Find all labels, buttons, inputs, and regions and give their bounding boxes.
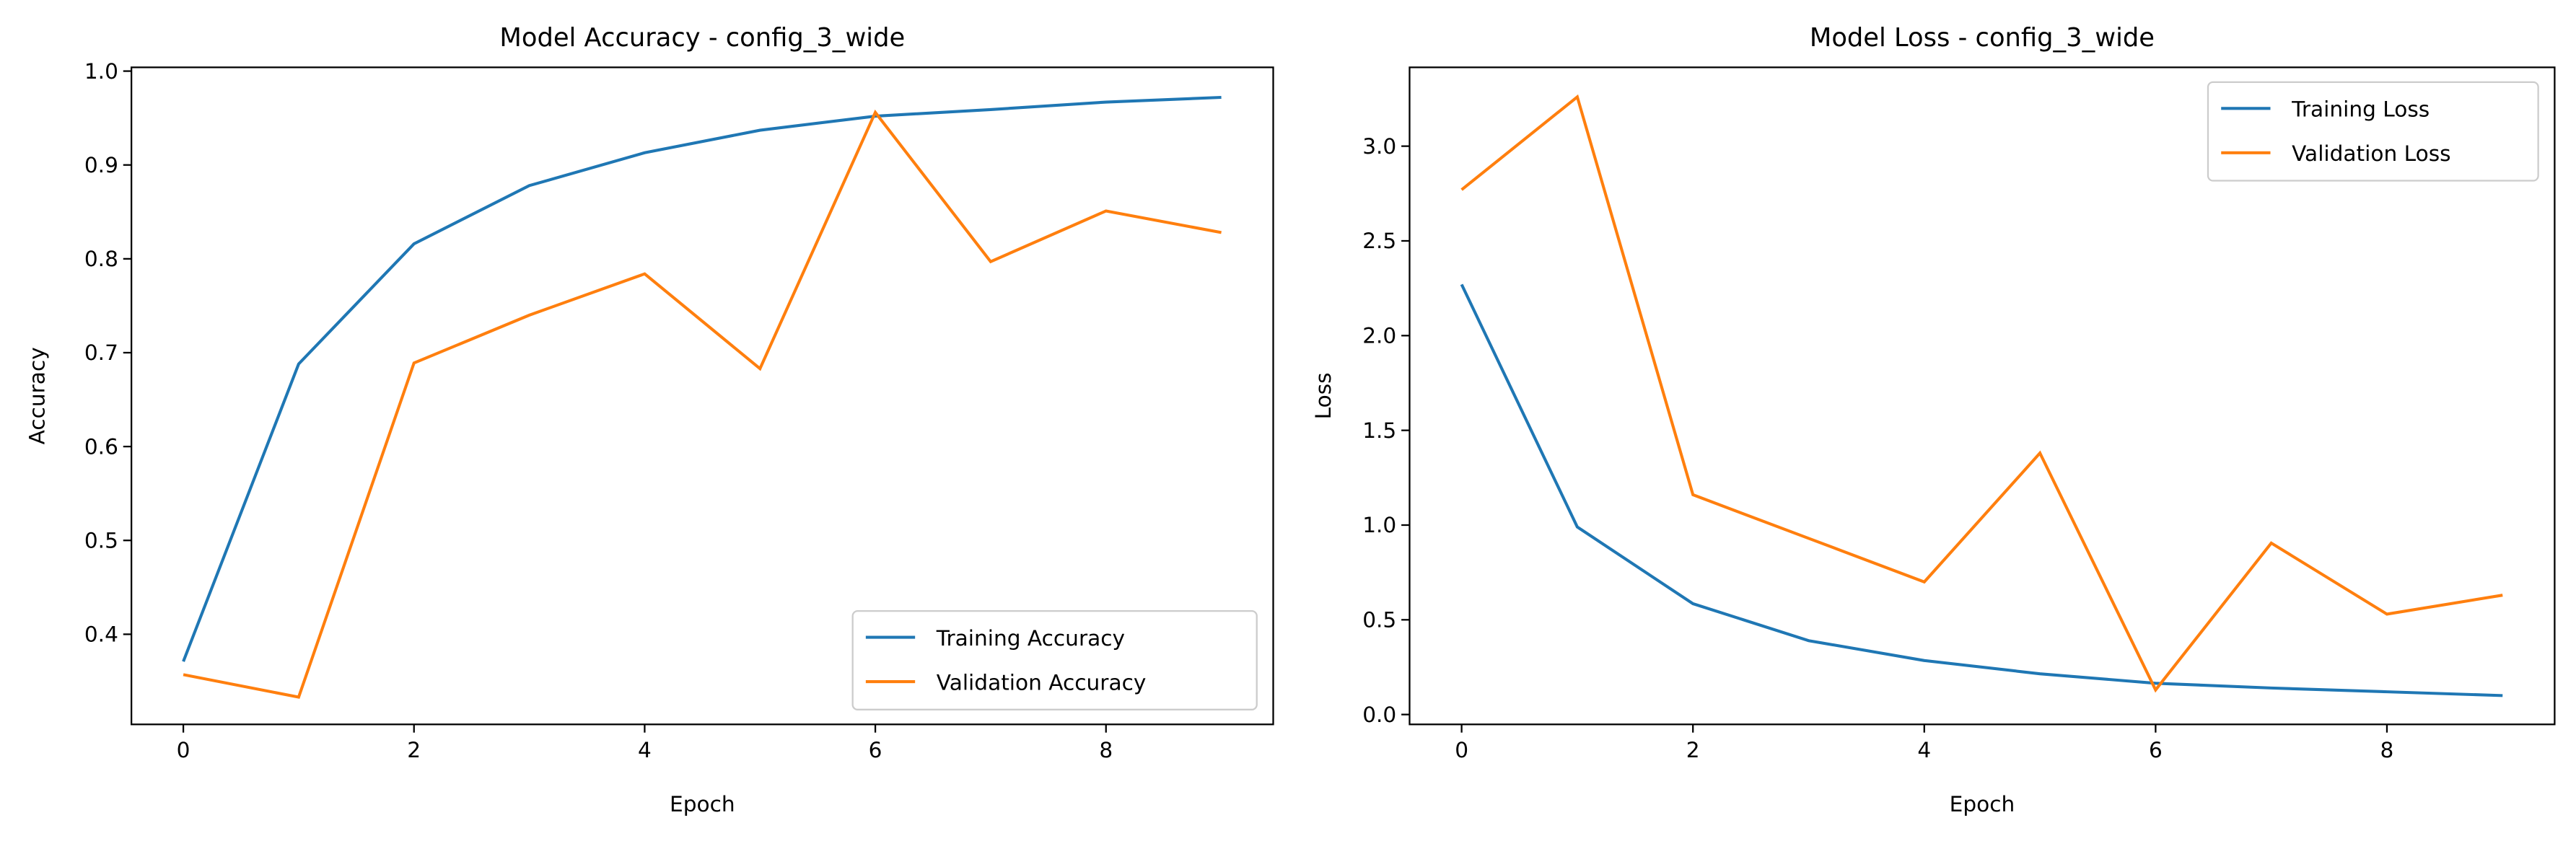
legend-label: Training Loss [2291,97,2430,122]
y-axis-label: Accuracy [25,347,49,444]
chart-title: Model Accuracy - config_3_wide [499,23,905,53]
x-tick-label: 8 [2380,738,2394,762]
y-tick-label: 0.6 [84,434,118,459]
x-tick-label: 0 [1455,738,1468,762]
x-tick-label: 8 [1099,738,1113,762]
y-tick-label: 0.8 [84,247,118,271]
chart-title: Model Loss - config_3_wide [1810,23,2155,53]
x-tick-label: 6 [869,738,882,762]
y-tick-label: 2.0 [1362,324,1396,348]
y-axis-label: Loss [1311,372,1336,419]
data-line [1460,283,2503,697]
y-tick-label: 1.0 [1362,513,1396,537]
legend-box [851,610,1258,710]
y-tick-label: 0.0 [1362,703,1396,727]
y-tick-label: 0.9 [84,153,118,177]
x-axis-label: Epoch [670,792,735,816]
data-line [183,109,1222,699]
y-tick-label: 2.5 [1362,229,1396,253]
y-tick-label: 0.5 [84,528,118,552]
y-tick-label: 1.0 [84,59,118,84]
plot-frame [1409,66,2556,726]
x-axis-label: Epoch [1950,792,2015,816]
x-tick-label: 2 [407,738,421,762]
legend-label: Validation Accuracy [937,670,1147,695]
y-tick-label: 1.5 [1362,418,1396,443]
plot-frame [131,66,1274,726]
x-tick-label: 2 [1686,738,1700,762]
y-tick-label: 0.4 [84,622,118,647]
y-tick-label: 0.5 [1362,608,1396,633]
x-tick-label: 4 [1917,738,1931,762]
legend-label: Validation Loss [2292,141,2450,166]
data-line [182,95,1222,662]
y-tick-label: 3.0 [1362,134,1396,159]
legend-box [2207,81,2539,182]
x-tick-label: 0 [177,738,190,762]
y-tick-label: 0.7 [84,340,118,365]
x-tick-label: 4 [638,738,652,762]
x-tick-label: 6 [2149,738,2163,762]
legend-label: Training Accuracy [936,626,1125,651]
data-line [1460,94,2503,693]
